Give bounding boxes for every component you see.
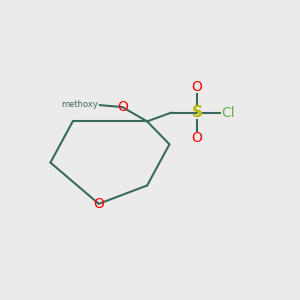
Text: O: O xyxy=(192,131,203,145)
Text: O: O xyxy=(93,197,104,211)
Text: O: O xyxy=(117,100,128,114)
Text: S: S xyxy=(192,105,203,120)
Text: Cl: Cl xyxy=(221,106,235,120)
Text: methoxy: methoxy xyxy=(61,100,98,109)
Text: O: O xyxy=(192,80,203,94)
